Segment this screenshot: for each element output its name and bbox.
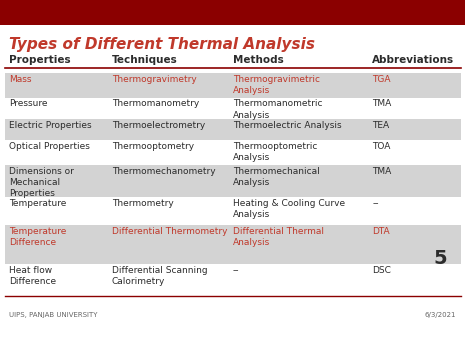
Text: UIPS, PANJAB UNIVERSITY: UIPS, PANJAB UNIVERSITY: [9, 312, 98, 318]
Bar: [5, 165, 461, 197]
Text: Types of Different Thermal Analysis: Types of Different Thermal Analysis: [9, 37, 315, 52]
Text: Thermomechanical
Analysis: Thermomechanical Analysis: [233, 167, 319, 187]
Text: TMA: TMA: [372, 167, 392, 176]
Text: Abbreviations: Abbreviations: [372, 55, 455, 65]
Text: Dimensions or
Mechanical
Properties: Dimensions or Mechanical Properties: [9, 167, 74, 198]
Text: Thermogravimetry: Thermogravimetry: [112, 75, 196, 83]
Bar: [5, 197, 461, 225]
Text: 5: 5: [433, 248, 447, 268]
Bar: [5, 98, 461, 119]
Text: TGA: TGA: [372, 75, 391, 83]
Text: TOA: TOA: [372, 142, 391, 151]
Text: Thermomechanometry: Thermomechanometry: [112, 167, 215, 176]
Text: Thermooptometry: Thermooptometry: [112, 142, 194, 151]
Text: DSC: DSC: [372, 266, 391, 275]
Bar: [0, 0, 465, 25]
Text: Heat flow
Difference: Heat flow Difference: [9, 266, 56, 286]
Text: TMA: TMA: [372, 99, 392, 108]
Text: Thermomanometric
Analysis: Thermomanometric Analysis: [233, 99, 322, 120]
Text: Thermogravimetric
Analysis: Thermogravimetric Analysis: [233, 75, 319, 95]
Text: Thermoelectrometry: Thermoelectrometry: [112, 121, 205, 130]
Text: Temperature: Temperature: [9, 199, 67, 208]
Bar: [5, 119, 461, 140]
Text: TEA: TEA: [372, 121, 390, 130]
Text: DTA: DTA: [372, 227, 390, 236]
Bar: [5, 140, 461, 163]
Text: Thermometry: Thermometry: [112, 199, 173, 208]
Text: Thermoelectric Analysis: Thermoelectric Analysis: [233, 121, 341, 130]
Text: Temperature
Difference: Temperature Difference: [9, 227, 67, 247]
Bar: [5, 225, 461, 264]
Text: Optical Properties: Optical Properties: [9, 142, 90, 151]
Text: Techniques: Techniques: [112, 55, 177, 65]
Text: Thermooptometric
Analysis: Thermooptometric Analysis: [233, 142, 317, 162]
Bar: [5, 264, 461, 296]
Text: --: --: [372, 199, 379, 208]
Text: Differential Thermal
Analysis: Differential Thermal Analysis: [233, 227, 324, 247]
Text: Differential Thermometry: Differential Thermometry: [112, 227, 227, 236]
Bar: [5, 73, 461, 98]
Text: Electric Properties: Electric Properties: [9, 121, 92, 130]
Text: Heating & Cooling Curve
Analysis: Heating & Cooling Curve Analysis: [233, 199, 345, 219]
Text: Differential Scanning
Calorimetry: Differential Scanning Calorimetry: [112, 266, 207, 286]
Text: Properties: Properties: [9, 55, 71, 65]
Text: 6/3/2021: 6/3/2021: [425, 312, 456, 318]
Text: Methods: Methods: [233, 55, 283, 65]
Text: Thermomanometry: Thermomanometry: [112, 99, 199, 108]
Text: --: --: [233, 266, 239, 275]
Text: Pressure: Pressure: [9, 99, 48, 108]
Text: Mass: Mass: [9, 75, 32, 83]
